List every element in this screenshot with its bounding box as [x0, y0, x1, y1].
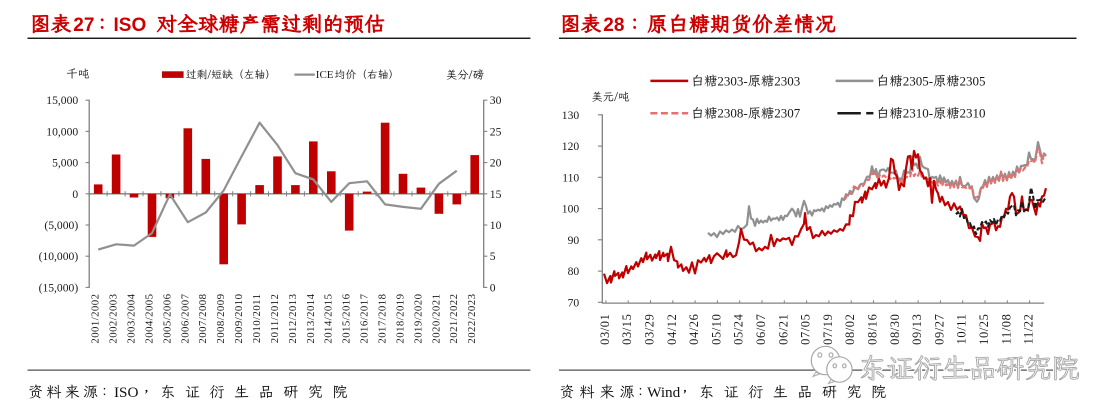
- svg-text:07/05: 07/05: [799, 314, 813, 345]
- svg-text:Wind: Wind: [647, 384, 681, 401]
- svg-text:10: 10: [490, 219, 502, 232]
- svg-text:2303: 2303: [774, 73, 800, 88]
- svg-text:06/07: 06/07: [754, 314, 768, 345]
- svg-text:04/26: 04/26: [687, 314, 701, 345]
- svg-text:2009/2010: 2009/2010: [233, 294, 245, 344]
- svg-text:03/15: 03/15: [620, 314, 634, 345]
- svg-text:0: 0: [490, 281, 496, 294]
- svg-text:10,000: 10,000: [46, 125, 78, 138]
- svg-text:80: 80: [568, 265, 580, 278]
- svg-text:10/11: 10/11: [955, 314, 969, 345]
- svg-text:2016/2017: 2016/2017: [359, 293, 371, 343]
- svg-text:2305-: 2305-: [903, 73, 933, 88]
- svg-text:2001/2002: 2001/2002: [90, 294, 102, 344]
- svg-text:2012/2013: 2012/2013: [287, 294, 299, 344]
- svg-text:08/30: 08/30: [888, 314, 902, 345]
- svg-text:(15,000): (15,000): [39, 281, 79, 294]
- svg-text:2010/2011: 2010/2011: [251, 294, 263, 344]
- svg-text:03/01: 03/01: [598, 314, 612, 345]
- svg-text:90: 90: [568, 234, 580, 247]
- svg-text:2014/2015: 2014/2015: [323, 294, 335, 344]
- svg-text:27: 27: [73, 15, 94, 36]
- svg-text:20: 20: [490, 157, 502, 170]
- svg-text:2020/2021: 2020/2021: [430, 294, 442, 344]
- svg-text:130: 130: [562, 109, 580, 122]
- svg-text:09/13: 09/13: [910, 314, 924, 345]
- svg-text:06/21: 06/21: [776, 314, 790, 345]
- svg-text:(10,000): (10,000): [39, 250, 79, 263]
- svg-text:2018/2019: 2018/2019: [394, 294, 406, 344]
- svg-text:08/02: 08/02: [843, 314, 857, 345]
- svg-text:03/29: 03/29: [643, 314, 657, 345]
- svg-text:2303-: 2303-: [717, 73, 747, 88]
- svg-text:2005/2006: 2005/2006: [161, 293, 173, 343]
- svg-text:2015/2016: 2015/2016: [341, 293, 353, 343]
- svg-text:2307: 2307: [774, 106, 801, 121]
- svg-text:2013/2014: 2013/2014: [305, 293, 317, 343]
- svg-text:11/08: 11/08: [999, 314, 1013, 345]
- svg-text:2006/2007: 2006/2007: [179, 293, 191, 343]
- svg-text:2004/2005: 2004/2005: [143, 294, 155, 344]
- svg-text:04/12: 04/12: [665, 314, 679, 345]
- svg-text:ISO: ISO: [114, 15, 147, 36]
- svg-text:15: 15: [490, 188, 502, 201]
- svg-text:2310-: 2310-: [903, 106, 933, 121]
- svg-text:2017/2018: 2017/2018: [377, 294, 389, 344]
- svg-text:05/24: 05/24: [732, 314, 746, 345]
- svg-text:2308-: 2308-: [717, 106, 747, 121]
- svg-text:ISO: ISO: [114, 384, 139, 401]
- svg-text:15,000: 15,000: [46, 94, 78, 107]
- svg-text:2022/2023: 2022/2023: [466, 294, 478, 344]
- svg-text:2305: 2305: [960, 73, 986, 88]
- svg-text:5,000: 5,000: [52, 157, 78, 170]
- svg-text:2011/2012: 2011/2012: [269, 294, 281, 344]
- svg-text:(5,000): (5,000): [44, 219, 78, 232]
- svg-text:2019/2020: 2019/2020: [412, 294, 424, 344]
- svg-text:2310: 2310: [960, 106, 986, 121]
- svg-text:100: 100: [562, 203, 580, 216]
- svg-text:2007/2008: 2007/2008: [197, 294, 209, 344]
- svg-text:ICE: ICE: [316, 69, 334, 81]
- svg-text:05/10: 05/10: [709, 314, 723, 345]
- svg-text:09/27: 09/27: [932, 314, 946, 345]
- svg-text:25: 25: [490, 125, 502, 138]
- svg-text:2021/2022: 2021/2022: [448, 294, 460, 344]
- svg-text:11/22: 11/22: [1022, 314, 1036, 345]
- svg-text:30: 30: [490, 94, 502, 107]
- svg-text:07/19: 07/19: [821, 314, 835, 345]
- svg-text:28: 28: [603, 15, 624, 36]
- svg-text:2002/2003: 2002/2003: [108, 294, 120, 344]
- svg-text:08/16: 08/16: [866, 314, 880, 345]
- svg-text:120: 120: [562, 140, 580, 153]
- svg-text:2008/2009: 2008/2009: [215, 294, 227, 344]
- svg-text:5: 5: [490, 250, 496, 263]
- svg-text:70: 70: [568, 296, 580, 309]
- svg-text:0: 0: [72, 188, 78, 201]
- svg-text:2003/2004: 2003/2004: [125, 293, 137, 343]
- svg-text:10/25: 10/25: [977, 314, 991, 345]
- svg-text:110: 110: [562, 171, 579, 184]
